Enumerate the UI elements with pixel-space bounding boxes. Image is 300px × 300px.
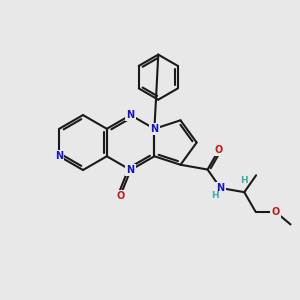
Text: N: N: [150, 124, 158, 134]
Text: N: N: [55, 151, 63, 161]
Text: H: H: [211, 191, 219, 200]
Text: N: N: [127, 110, 135, 120]
Text: O: O: [215, 145, 223, 155]
Text: O: O: [116, 191, 124, 201]
Text: O: O: [271, 207, 280, 217]
Text: N: N: [127, 165, 135, 175]
Text: H: H: [241, 176, 248, 185]
Text: N: N: [216, 183, 224, 193]
